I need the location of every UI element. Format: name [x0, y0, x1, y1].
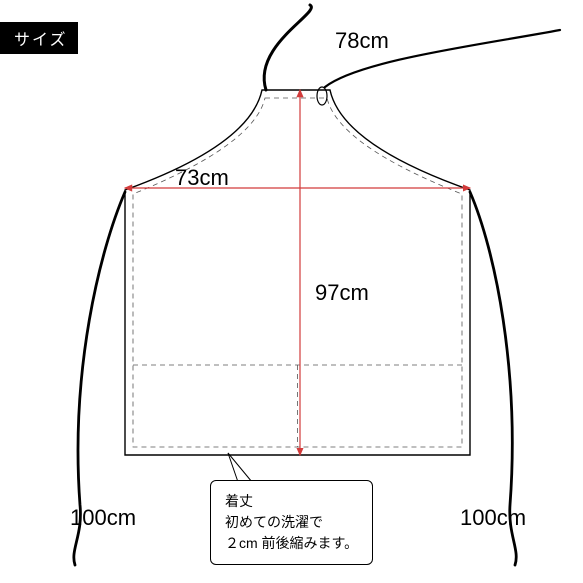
apron-outline: [125, 90, 470, 455]
height-measurement: 97cm: [315, 280, 369, 306]
note-pointer: [228, 453, 252, 482]
width-measurement: 73cm: [175, 165, 229, 191]
tie-right-measurement: 100cm: [460, 505, 526, 531]
neck-strap-measurement: 78cm: [335, 28, 389, 54]
note-line3: ２cm 前後縮みます。: [225, 535, 358, 551]
tie-left-measurement: 100cm: [70, 505, 136, 531]
shrinkage-note: 着丈 初めての洗濯で ２cm 前後縮みます。: [210, 480, 373, 565]
diagram-stage: サイズ 78cm 73cm 97cm 100cm 100cm 着丈 初めての洗濯…: [0, 0, 583, 583]
note-line1: 着丈: [225, 493, 253, 509]
neck-strap-left: [264, 5, 311, 90]
note-line2: 初めての洗濯で: [225, 514, 323, 530]
